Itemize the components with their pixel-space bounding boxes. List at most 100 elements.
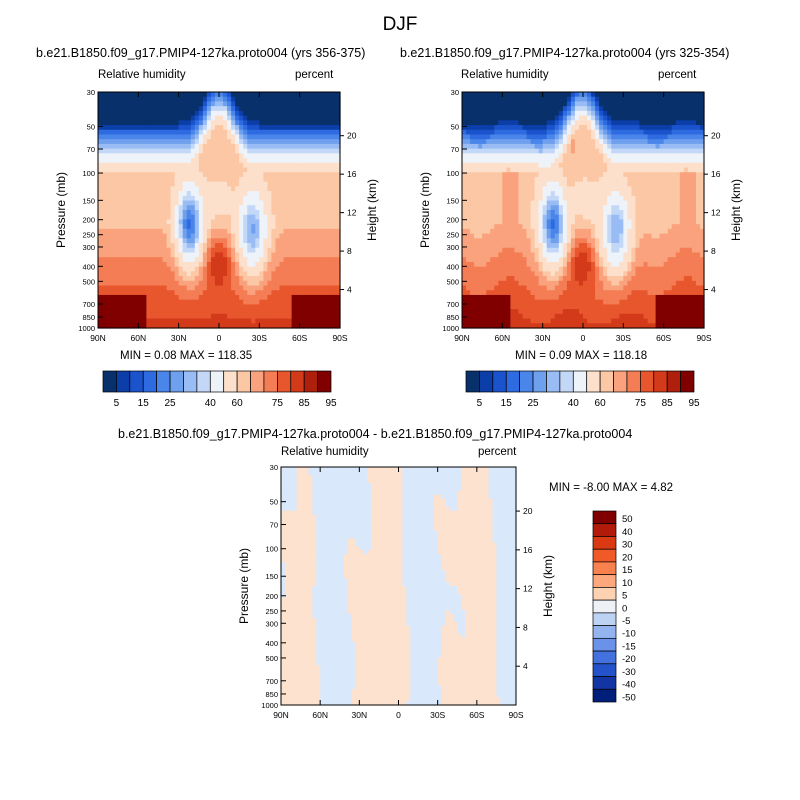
right-field-cell bbox=[603, 139, 608, 145]
left-field-cell bbox=[146, 191, 152, 197]
right-field-cell bbox=[675, 181, 681, 187]
left-field-cell bbox=[146, 96, 152, 103]
right-field-cell bbox=[611, 92, 616, 98]
right-field-cell bbox=[550, 233, 556, 239]
left-field-cell bbox=[227, 120, 232, 126]
left-colorbar-box bbox=[116, 370, 131, 393]
right-field-cell bbox=[667, 200, 673, 206]
left-field-cell bbox=[299, 247, 305, 254]
right-field-cell bbox=[478, 148, 483, 154]
right-field-cell bbox=[510, 115, 516, 121]
left-field-cell bbox=[319, 205, 325, 211]
left-field-cell bbox=[162, 158, 168, 164]
right-field-cell bbox=[663, 233, 669, 239]
left-field-cell bbox=[275, 115, 281, 121]
left-field-cell bbox=[118, 181, 123, 187]
left-field-cell bbox=[126, 257, 131, 263]
right-field-cell bbox=[570, 205, 576, 211]
right-field-cell bbox=[486, 191, 491, 197]
right-field-cell bbox=[530, 224, 536, 230]
right-field-cell bbox=[498, 143, 503, 150]
left-field-cell bbox=[323, 304, 329, 310]
right-field-cell bbox=[595, 148, 600, 154]
left-field-cell bbox=[134, 247, 139, 254]
left-field-cell bbox=[190, 276, 196, 282]
left-field-cell bbox=[331, 318, 337, 324]
left-field-cell bbox=[239, 96, 244, 103]
left-field-cell bbox=[106, 195, 111, 202]
right-field-cell bbox=[498, 200, 503, 206]
left-field-cell bbox=[138, 205, 143, 211]
right-field-cell bbox=[550, 101, 556, 107]
left-y-tick-label: 300 bbox=[82, 243, 95, 252]
left-field-cell bbox=[295, 285, 301, 291]
left-field-cell bbox=[331, 176, 337, 183]
left-field-cell bbox=[178, 110, 184, 117]
left-field-cell bbox=[114, 148, 119, 154]
right-field-cell bbox=[578, 167, 584, 173]
right-field-cell bbox=[534, 162, 540, 169]
right-field-cell bbox=[695, 214, 701, 221]
left-field-cell bbox=[323, 323, 329, 329]
left-field-cell bbox=[287, 92, 293, 98]
right-field-cell bbox=[566, 115, 572, 121]
right-field-cell bbox=[663, 158, 669, 164]
left-field-cell bbox=[271, 214, 277, 221]
left-field-cell bbox=[311, 125, 317, 131]
left-field-cell bbox=[323, 309, 329, 315]
left-field-cell bbox=[295, 125, 301, 131]
right-field-cell bbox=[699, 233, 705, 239]
right-field-cell bbox=[530, 158, 536, 164]
left-field-cell bbox=[154, 106, 160, 112]
left-field-cell bbox=[198, 129, 204, 136]
right-field-cell bbox=[631, 139, 637, 145]
right-field-cell bbox=[510, 167, 516, 173]
left-field-cell bbox=[227, 285, 232, 291]
right-field-cell bbox=[631, 205, 637, 211]
left-field-cell bbox=[307, 252, 313, 258]
right-field-cell bbox=[695, 115, 701, 121]
left-field-cell bbox=[303, 134, 309, 140]
left-field-cell bbox=[194, 247, 200, 254]
left-field-cell bbox=[291, 153, 297, 159]
left-field-cell bbox=[98, 294, 103, 301]
left-field-cell bbox=[214, 162, 220, 169]
right-field-cell bbox=[663, 167, 669, 173]
left-field-cell bbox=[295, 134, 301, 140]
right-field-cell bbox=[478, 233, 483, 239]
left-field-cell bbox=[178, 167, 184, 173]
left-field-cell bbox=[190, 106, 196, 112]
left-field-cell bbox=[227, 195, 232, 202]
right-field-cell bbox=[550, 176, 556, 183]
right-field-cell bbox=[578, 92, 584, 98]
right-field-cell bbox=[554, 134, 560, 140]
left-field-cell bbox=[114, 224, 119, 230]
left-field-cell bbox=[295, 153, 301, 159]
left-field-cell bbox=[243, 214, 248, 221]
left-field-cell bbox=[110, 143, 115, 150]
left-field-cell bbox=[170, 101, 176, 107]
left-field-cell bbox=[202, 238, 208, 244]
left-field-cell bbox=[106, 106, 111, 112]
right-field-cell bbox=[474, 153, 479, 159]
left-field-cell bbox=[287, 191, 293, 197]
right-field-cell bbox=[526, 176, 532, 183]
right-field-cell bbox=[514, 162, 520, 169]
left-field-cell bbox=[231, 299, 236, 305]
right-field-cell bbox=[542, 106, 548, 112]
left-field-cell bbox=[235, 299, 240, 305]
left-field-cell bbox=[255, 110, 260, 117]
left-field-cell bbox=[134, 162, 139, 169]
left-field-cell bbox=[182, 238, 188, 244]
left-field-cell bbox=[126, 233, 131, 239]
left-field-cell bbox=[146, 167, 152, 173]
left-field-cell bbox=[154, 257, 160, 263]
right-field-cell bbox=[470, 115, 475, 121]
right-field-cell bbox=[526, 106, 532, 112]
left-field-cell bbox=[190, 261, 196, 268]
left-field-cell bbox=[235, 276, 240, 282]
right-field-cell bbox=[619, 186, 624, 192]
left-field-cell bbox=[315, 125, 321, 131]
left-field-cell bbox=[315, 294, 321, 301]
left-field-cell bbox=[247, 120, 252, 126]
